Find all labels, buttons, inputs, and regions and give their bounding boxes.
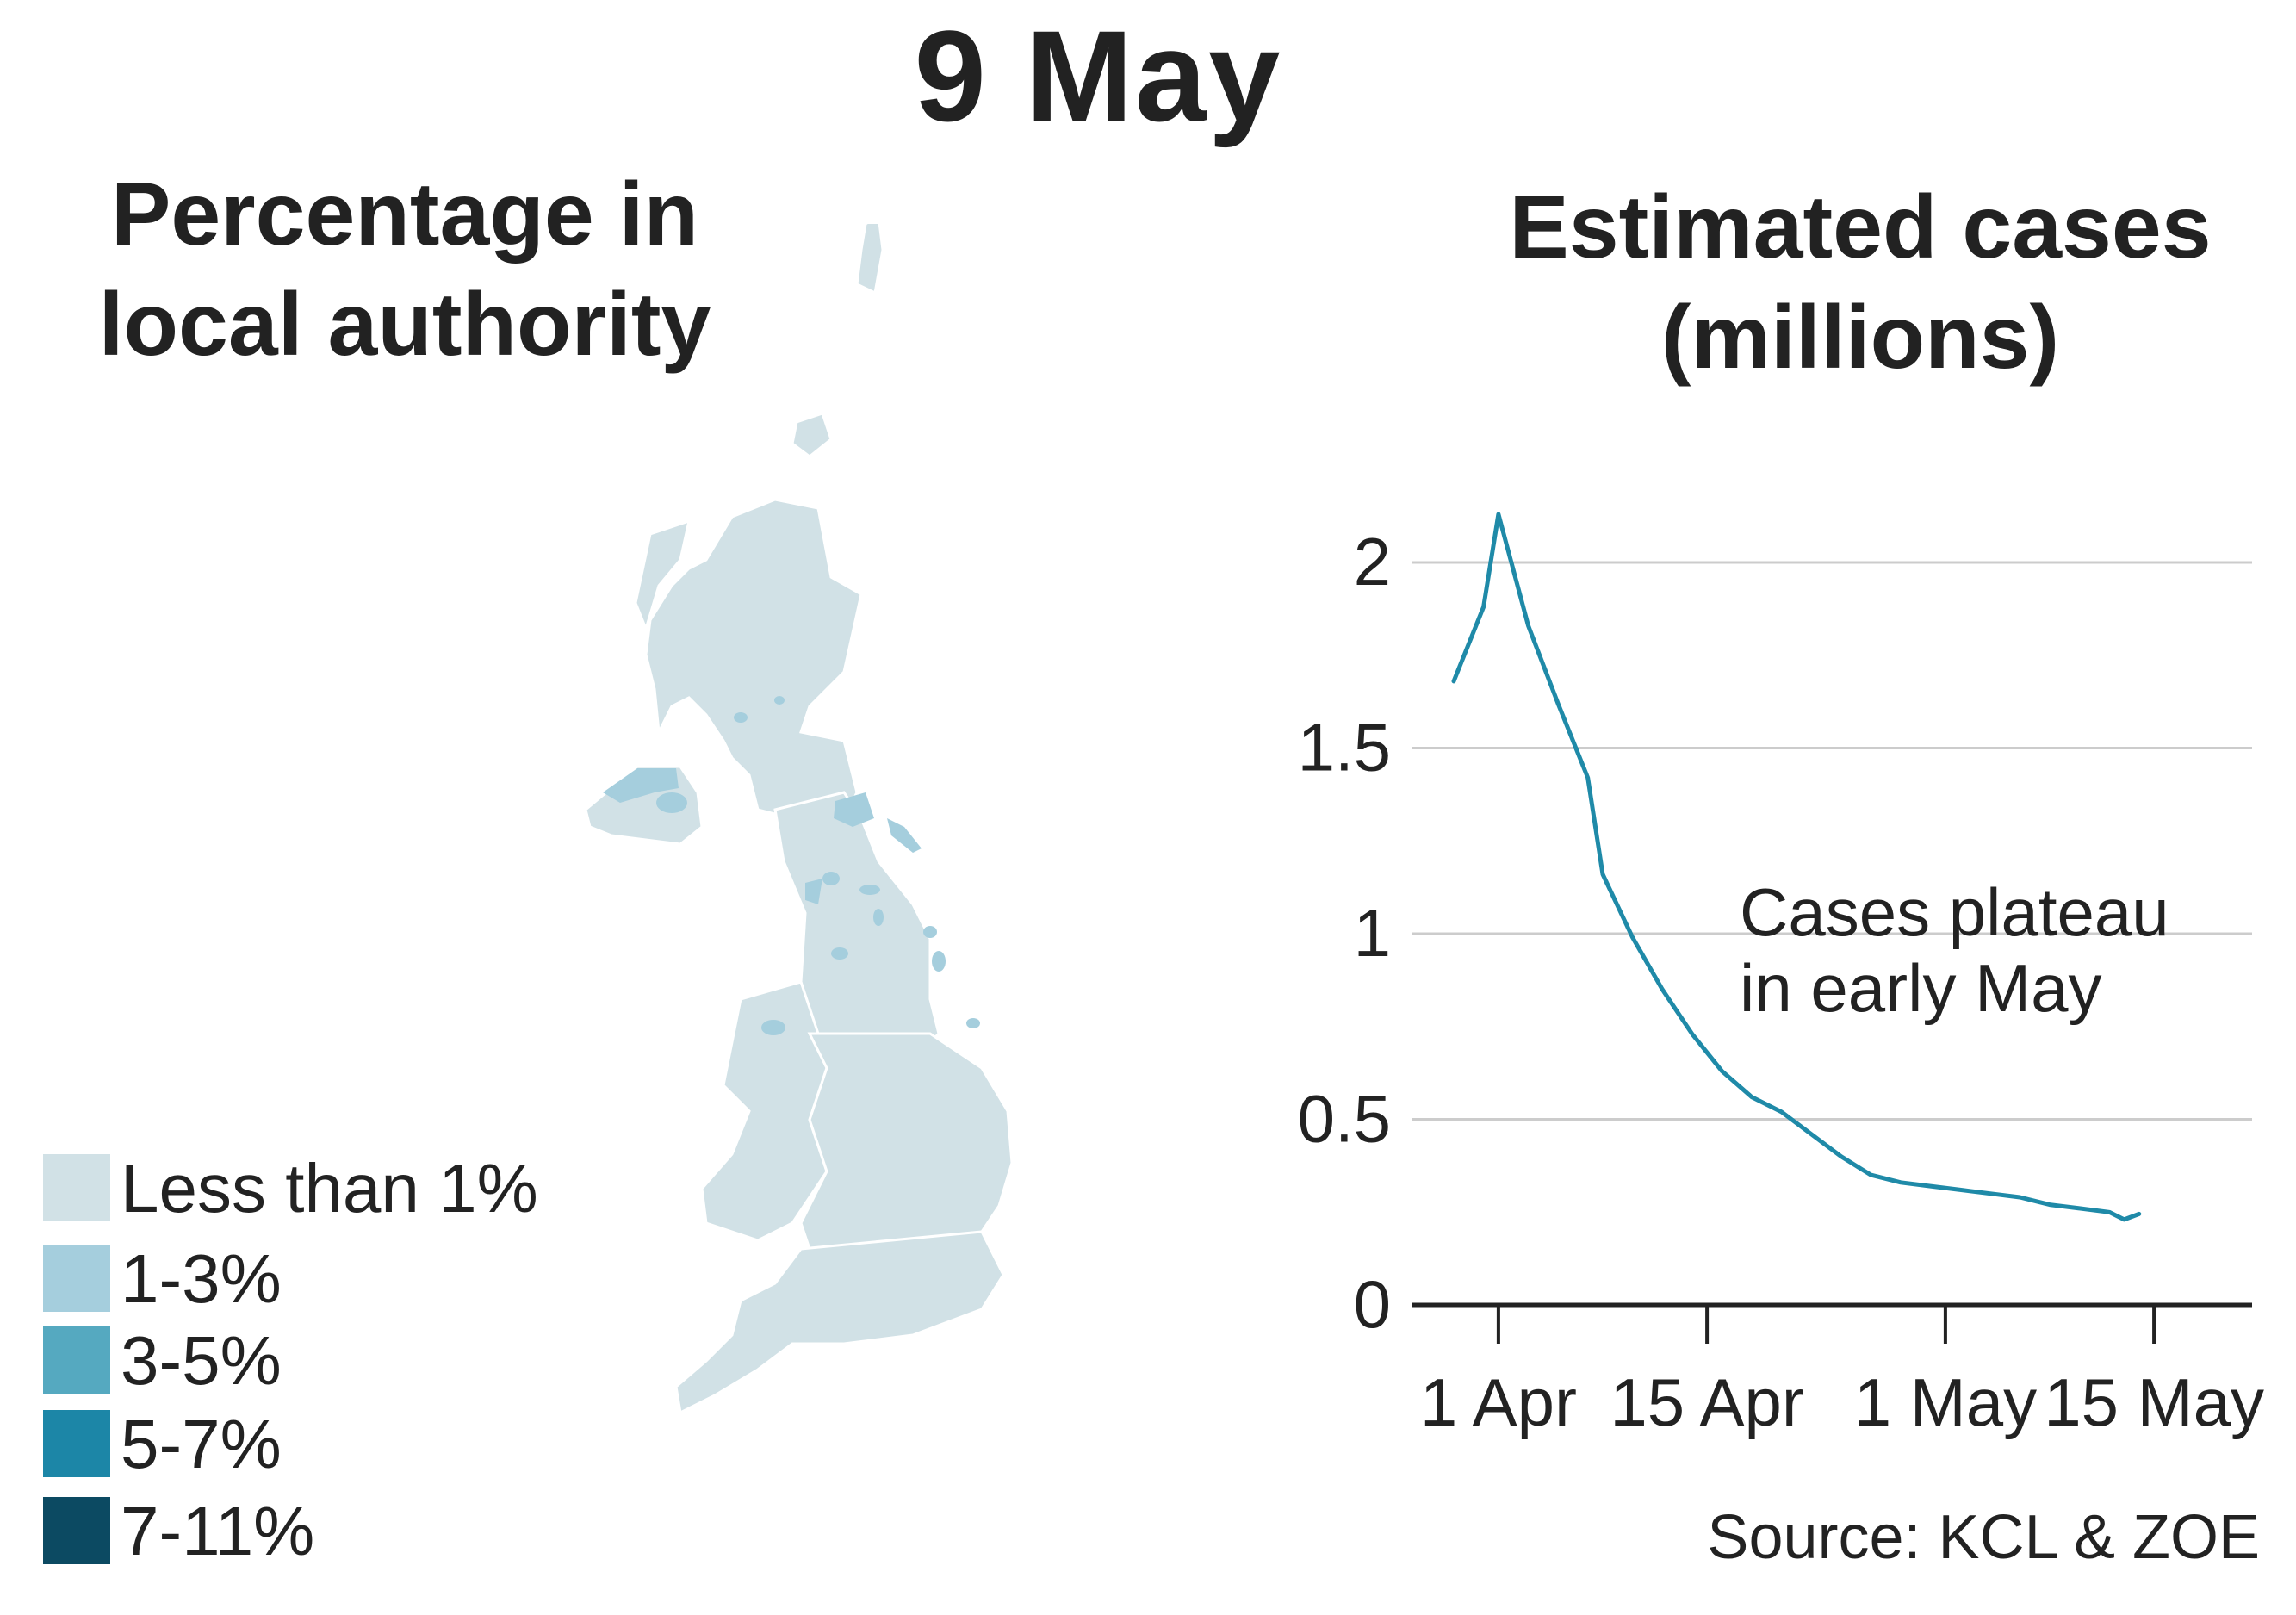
map-region-orkney: [791, 412, 833, 458]
map-area-north-east: [834, 792, 874, 827]
map-title: Percentage in local authority: [34, 159, 775, 380]
map-area-ni-west: [603, 768, 679, 803]
legend-label: 7-11%: [121, 1493, 315, 1569]
legend-label: 3-5%: [121, 1322, 282, 1399]
map-area-scotland-east: [774, 696, 785, 705]
map-area-east-midlands: [923, 926, 937, 938]
map-region-england-north: [773, 791, 940, 1053]
legend-label: 5-7%: [121, 1406, 282, 1482]
map-area-yorkshire-2: [859, 885, 880, 895]
map-higher-rate-areas: [603, 696, 980, 1035]
chart-title-line1: Estimated cases: [1509, 177, 2212, 277]
map-region-western-isles: [634, 519, 692, 633]
y-tick-label: 0: [1354, 1266, 1391, 1342]
map-title-line1: Percentage in: [110, 165, 699, 264]
map-area-midlands-1: [831, 947, 848, 960]
x-tick-label: 1 Apr: [1420, 1364, 1577, 1440]
legend-label: 1-3%: [121, 1240, 282, 1317]
uk-map: [584, 224, 1014, 1415]
map-area-midlands-2: [873, 909, 884, 926]
chart-series: [1451, 512, 2142, 1222]
chart-annotation: Cases plateau in early May: [1740, 874, 2169, 1026]
map-area-lancashire: [805, 879, 822, 904]
legend-swatch: [43, 1154, 110, 1221]
y-tick-label: 1: [1354, 895, 1391, 971]
y-tick-label: 2: [1354, 524, 1391, 599]
x-tick-label: 15 Apr: [1610, 1364, 1804, 1440]
annotation-line2: in early May: [1740, 950, 2102, 1026]
x-tick-label: 15 May: [2044, 1364, 2264, 1440]
y-tick-label: 0.5: [1298, 1081, 1391, 1157]
source-note: Source: KCL & ZOE: [1707, 1503, 2260, 1572]
legend-swatch: [43, 1497, 110, 1564]
map-region-wales: [700, 980, 828, 1242]
legend-label: Less than 1%: [121, 1150, 538, 1227]
legend-swatch: [43, 1245, 110, 1312]
series-line: [1451, 512, 2142, 1222]
map-area-london: [966, 1018, 980, 1028]
map-area-east-coast: [887, 818, 922, 853]
map-area-yorkshire-1: [822, 872, 840, 885]
annotation-line1: Cases plateau: [1740, 874, 2169, 950]
chart-gridlines: [1412, 561, 2252, 1121]
chart-title: Estimated cases (millions): [1447, 172, 2274, 393]
legend-swatch: [43, 1410, 110, 1477]
cases-line-chart: 0 0.5 1 1.5 2 1 Apr 15 Apr 1 May 15 May: [1298, 512, 2264, 1440]
y-tick-label: 1.5: [1298, 710, 1391, 786]
chart-title-line2: (millions): [1660, 288, 2060, 388]
map-area-scotland-central: [734, 712, 748, 723]
map-area-ni-east: [656, 792, 687, 813]
map-title-line2: local authority: [98, 275, 711, 375]
map-region-shetland: [855, 224, 884, 295]
main-title: 9 May: [914, 3, 1282, 148]
map-region-england-south: [674, 1230, 1005, 1415]
x-tick-label: 1 May: [1854, 1364, 2037, 1440]
legend-swatch: [43, 1326, 110, 1394]
chart-y-ticks: 0 0.5 1 1.5 2: [1298, 524, 1391, 1342]
map-area-south-wales: [761, 1020, 785, 1035]
map-region-england-midlands-east: [799, 1032, 1014, 1259]
map-area-anglia: [932, 951, 946, 972]
chart-x-ticks: 1 Apr 15 Apr 1 May 15 May: [1412, 1302, 2264, 1440]
map-region-scotland: [644, 498, 863, 829]
map-base-regions: [584, 224, 1014, 1415]
